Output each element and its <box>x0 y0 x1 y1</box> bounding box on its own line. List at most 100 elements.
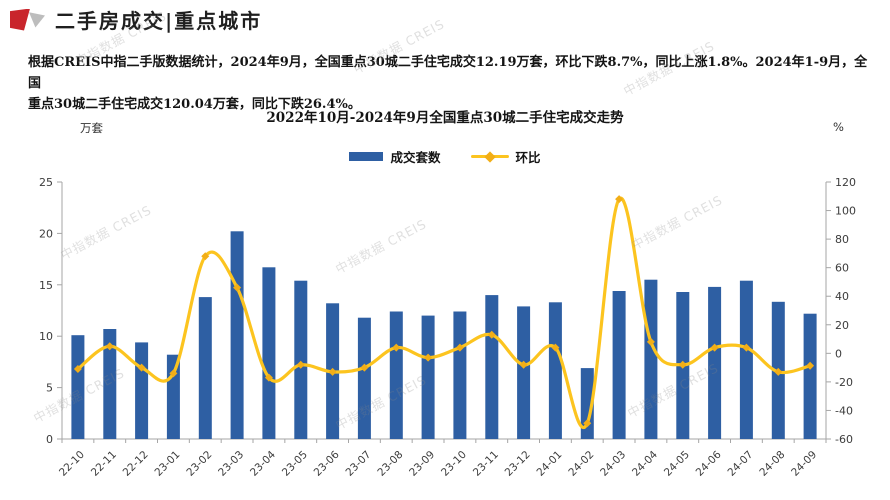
mom-line-marker <box>710 343 719 352</box>
mom-line-marker <box>519 360 528 369</box>
summary-line-2: 重点30城二手住宅成交120.04万套，同比下跌26.4%。 <box>28 97 361 112</box>
line-series-swatch <box>470 150 509 163</box>
left-axis-tick-label: 10 <box>39 330 53 343</box>
volume-bar <box>612 291 626 439</box>
x-axis-category-label: 24-06 <box>694 448 724 478</box>
legend-item-volume: 成交套数 <box>349 147 441 166</box>
left-axis-unit-label: 万套 <box>80 121 103 135</box>
x-axis-category-label: 22-12 <box>121 449 151 479</box>
volume-bar <box>294 280 308 439</box>
volume-bar <box>357 317 371 439</box>
x-axis-category-label: 23-03 <box>216 449 246 479</box>
volume-bar <box>198 297 212 439</box>
volume-bar <box>135 342 149 439</box>
mom-line-marker <box>615 195 624 204</box>
legend-label-volume: 成交套数 <box>390 150 441 165</box>
left-axis-tick-label: 0 <box>46 433 53 446</box>
x-axis-category-label: 23-07 <box>343 449 373 479</box>
summary-line-1: 根据CREIS中指二手版数据统计，2024年9月，全国重点30城二手住宅成交12… <box>28 55 868 91</box>
x-axis-category-label: 23-02 <box>184 449 214 479</box>
left-axis-tick-label: 20 <box>39 227 53 240</box>
mom-line-marker <box>806 361 815 370</box>
x-axis-category-label: 23-08 <box>375 449 405 479</box>
volume-bar <box>166 354 180 439</box>
mom-line-marker <box>73 365 82 374</box>
legend-item-mom: 环比 <box>470 147 541 166</box>
right-axis-tick-label: 0 <box>835 347 842 360</box>
volume-bar <box>230 231 244 439</box>
mom-line-marker <box>392 343 401 352</box>
mom-line-marker <box>264 373 273 382</box>
page-title: 二手房成交|重点城市 <box>55 9 263 33</box>
volume-bar <box>739 280 753 439</box>
mom-line-marker <box>583 419 592 428</box>
logo-red-shape <box>10 8 30 31</box>
mom-line-marker <box>201 252 210 261</box>
volume-bar <box>517 306 531 439</box>
mom-line-marker <box>646 337 655 346</box>
x-axis-category-label: 23-12 <box>503 449 533 479</box>
right-axis-tick-label: -40 <box>835 404 853 417</box>
volume-bar <box>389 311 403 439</box>
report-header: 二手房成交|重点城市 <box>10 5 262 34</box>
mom-line-marker <box>487 330 496 339</box>
x-axis-category-label: 23-11 <box>471 449 501 479</box>
x-axis-category-label: 23-06 <box>312 448 342 478</box>
x-axis-category-label: 22-11 <box>89 449 119 479</box>
x-axis-category-label: 24-08 <box>757 449 787 479</box>
right-axis-unit-label: % <box>833 120 844 134</box>
volume-bar <box>71 335 85 439</box>
left-axis-tick-label: 25 <box>39 176 53 189</box>
volume-bar <box>453 311 467 439</box>
x-axis-category-label: 23-05 <box>280 449 310 479</box>
volume-bar <box>548 302 562 439</box>
volume-bar <box>421 315 435 439</box>
mom-line-marker <box>455 343 464 352</box>
mom-line-marker <box>328 367 337 376</box>
x-axis-category-label: 24-04 <box>630 448 660 478</box>
right-axis-tick-label: -60 <box>835 433 853 446</box>
volume-bar <box>644 279 658 439</box>
right-axis-tick-label: 120 <box>835 176 856 189</box>
x-axis-category-label: 23-04 <box>248 448 278 478</box>
chart-title: 2022年10月-2024年9月全国重点30城二手住宅成交走势 <box>266 110 624 126</box>
volume-bar <box>485 295 499 439</box>
volume-bar <box>580 368 594 439</box>
mom-line-marker <box>296 360 305 369</box>
mom-line-marker <box>424 353 433 362</box>
mom-line-marker <box>551 343 560 352</box>
x-axis-category-label: 24-03 <box>598 449 628 479</box>
x-axis-category-label: 24-02 <box>566 449 596 479</box>
volume-bar <box>103 329 117 439</box>
mom-line-marker <box>774 367 783 376</box>
volume-bar <box>708 286 722 439</box>
mom-line-marker <box>169 369 178 378</box>
right-axis-tick-label: 100 <box>835 205 856 218</box>
x-axis-category-label: 23-10 <box>439 449 469 479</box>
x-axis-category-label: 24-09 <box>789 449 819 479</box>
x-axis-category-label: 24-05 <box>662 449 692 479</box>
x-axis-category-label: 24-01 <box>534 449 564 479</box>
right-axis-tick-label: 80 <box>835 233 849 246</box>
right-axis-tick-label: 20 <box>835 319 849 332</box>
mom-line-marker <box>742 343 751 352</box>
bar-series-swatch <box>349 152 384 161</box>
china-index-logo-icon <box>10 8 46 32</box>
chart-legend: 成交套数 环比 <box>0 147 890 166</box>
summary-paragraph: 根据CREIS中指二手版数据统计，2024年9月，全国重点30城二手住宅成交12… <box>28 52 868 115</box>
legend-label-mom: 环比 <box>515 150 541 165</box>
x-axis-category-label: 24-07 <box>725 449 755 479</box>
volume-bar <box>803 313 817 439</box>
x-axis-category-label: 23-09 <box>407 449 437 479</box>
mom-line-marker <box>360 363 369 372</box>
mom-line <box>76 196 812 429</box>
volume-bar <box>262 267 276 439</box>
x-axis-category-label: 22-10 <box>57 449 87 479</box>
x-axis-category-label: 23-01 <box>152 449 182 479</box>
mom-line-marker <box>233 283 242 292</box>
mom-line-marker <box>105 342 114 351</box>
mom-line-marker <box>137 363 146 372</box>
right-axis-tick-label: -20 <box>835 376 853 389</box>
